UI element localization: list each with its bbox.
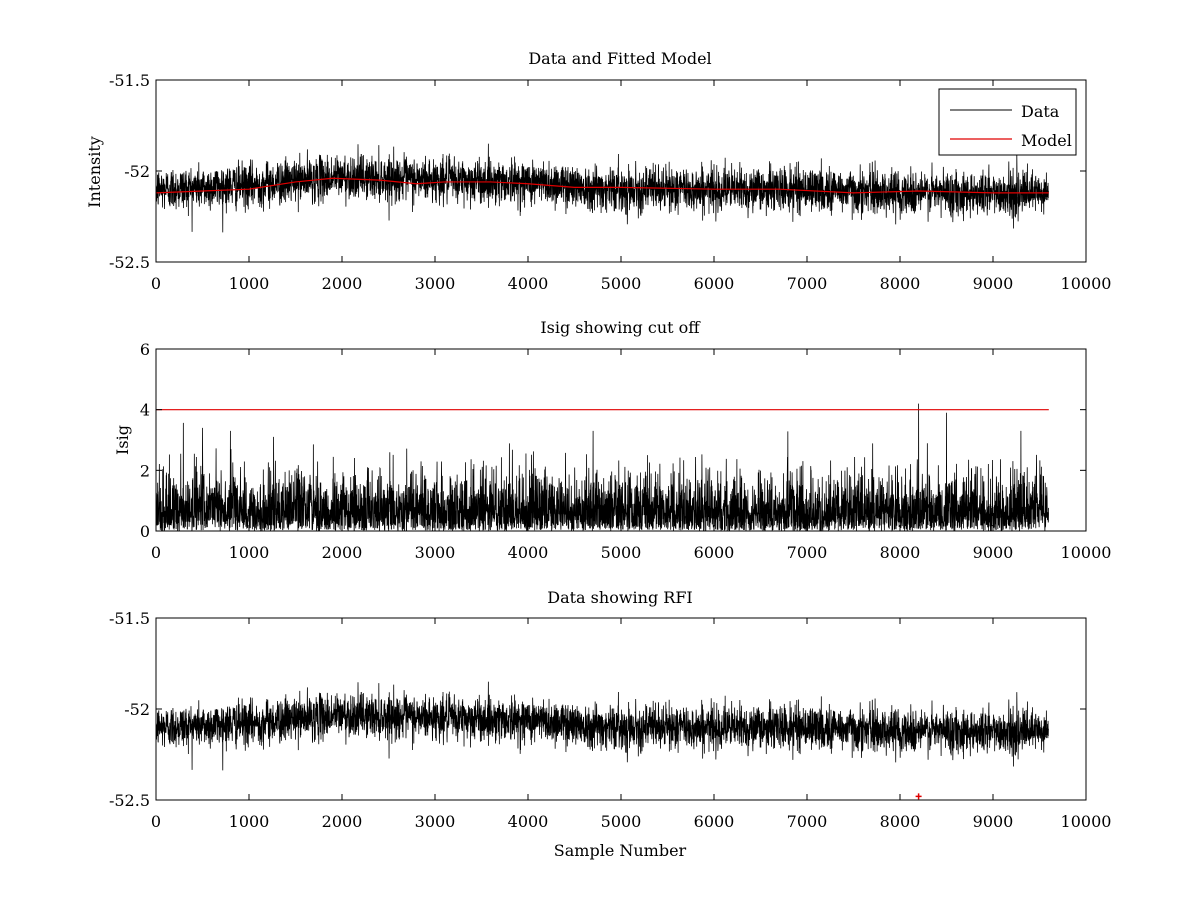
panel-3-xlabel: Sample Number	[554, 841, 687, 860]
panel-data-rfi: Data showing RFI 0 1000 2000 3000 4000 5000 60…	[109, 588, 1111, 860]
x-tick-label: 0	[151, 543, 161, 562]
x-tick-label: 8000	[880, 543, 921, 562]
series-model-line	[155, 177, 1049, 194]
panel-1-ylabel: Intensity	[85, 136, 104, 208]
x-tick-label: 2000	[322, 812, 363, 831]
y-tick-label: -52.5	[109, 253, 150, 272]
panel-3-plot-area	[155, 681, 1049, 800]
panel-1-legend: Data Model	[938, 88, 1077, 156]
x-tick-label: 7000	[787, 812, 828, 831]
x-tick-label: 10000	[1061, 543, 1112, 562]
panel-1-title: Data and Fitted Model	[528, 49, 711, 68]
x-tick-label: 10000	[1061, 274, 1112, 293]
x-tick-label: 9000	[973, 543, 1014, 562]
x-tick-label: 6000	[694, 812, 735, 831]
y-tick-label: 2	[140, 461, 150, 480]
y-tick-label: 6	[140, 340, 150, 359]
y-tick-label: -52	[124, 700, 150, 719]
x-tick-label: 0	[151, 274, 161, 293]
panel-2-ylabel: Isig	[113, 425, 132, 455]
panel-2-ticks: 0 1000 2000 3000 4000 5000 6000 7000 8000 9000 100…	[140, 340, 1112, 562]
x-tick-label: 9000	[973, 812, 1014, 831]
x-tick-label: 10000	[1061, 812, 1112, 831]
x-tick-label: 4000	[508, 543, 549, 562]
panel-2-plot-area	[155, 403, 1050, 532]
y-tick-label: -52	[124, 162, 150, 181]
x-tick-label: 6000	[694, 543, 735, 562]
x-tick-label: 8000	[880, 812, 921, 831]
legend-model-label: Model	[1021, 131, 1072, 150]
x-tick-label: 5000	[601, 543, 642, 562]
x-tick-label: 5000	[601, 812, 642, 831]
series-isig-line	[155, 403, 1050, 532]
y-tick-label: -52.5	[109, 791, 150, 810]
panel-1-plot-area	[155, 143, 1049, 233]
x-tick-label: 8000	[880, 274, 921, 293]
panel-isig: Isig showing cut off Isig 0 1000 2000 3000 4…	[113, 318, 1111, 562]
x-tick-label: 5000	[601, 274, 642, 293]
x-tick-label: 3000	[415, 812, 456, 831]
x-tick-label: 1000	[229, 543, 270, 562]
panel-data-and-model: Data and Fitted Model Intensity 0 1000 200…	[85, 49, 1111, 293]
y-tick-label: 4	[140, 401, 150, 420]
x-tick-label: 3000	[415, 274, 456, 293]
panel-1-ticks: 0 1000 2000 3000 4000 5000 6000 7000 8000 9000 100…	[109, 71, 1111, 293]
panel-3-title: Data showing RFI	[547, 588, 692, 607]
panel-2-title: Isig showing cut off	[540, 318, 701, 337]
x-tick-label: 7000	[787, 274, 828, 293]
x-tick-label: 4000	[508, 812, 549, 831]
x-tick-label: 3000	[415, 543, 456, 562]
x-tick-label: 7000	[787, 543, 828, 562]
x-tick-label: 0	[151, 812, 161, 831]
legend-box	[938, 88, 1077, 156]
x-tick-label: 2000	[322, 543, 363, 562]
panel-3-ticks: 0 1000 2000 3000 4000 5000 6000 7000 8000 9000 100…	[109, 609, 1111, 831]
y-tick-label: 0	[140, 522, 150, 541]
x-tick-label: 9000	[973, 274, 1014, 293]
series-rfi-marker	[915, 793, 922, 800]
x-tick-label: 2000	[322, 274, 363, 293]
x-tick-label: 1000	[229, 274, 270, 293]
y-tick-label: -51.5	[109, 71, 150, 90]
y-tick-label: -51.5	[109, 609, 150, 628]
x-tick-label: 6000	[694, 274, 735, 293]
series-data-line	[155, 681, 1049, 771]
legend-data-label: Data	[1021, 102, 1060, 121]
x-tick-label: 4000	[508, 274, 549, 293]
x-tick-label: 1000	[229, 812, 270, 831]
